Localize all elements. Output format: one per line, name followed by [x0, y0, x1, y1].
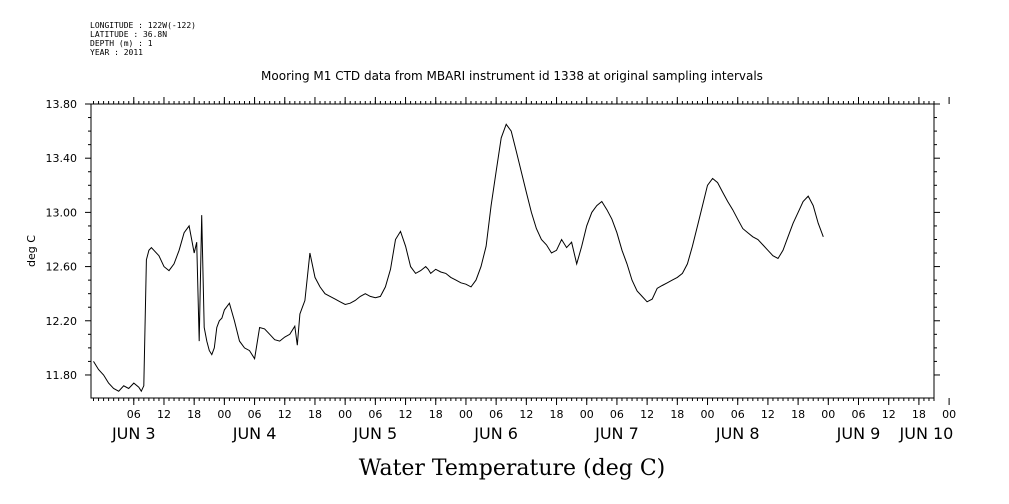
x-tick-label: 00 [338, 408, 352, 421]
x-tick-label: 18 [912, 408, 926, 421]
x-tick-label: 18 [791, 408, 805, 421]
x-tick-label: 00 [701, 408, 715, 421]
y-tick-label: 13.80 [46, 98, 78, 111]
y-axis-ticks: 11.80 12.20 12.60 13.00 13.40 13.80 [46, 98, 940, 382]
x-tick-label: 12 [399, 408, 413, 421]
x-tick-label: 18 [308, 408, 322, 421]
x-tick-label: 06 [368, 408, 382, 421]
x-tick-label: 12 [882, 408, 896, 421]
x-tick-label: 12 [278, 408, 292, 421]
chart-title: Mooring M1 CTD data from MBARI instrumen… [261, 69, 763, 83]
day-label: JUN 9 [836, 424, 881, 443]
y-tick-label: 12.20 [46, 315, 78, 328]
y-tick-label: 11.80 [46, 369, 78, 382]
x-axis-ticks: 06 12 18 00 06 12 18 00 06 12 18 00 06 12 18 00 06 12 18 00… [127, 97, 956, 421]
series-line-water-temperature [93, 123, 824, 393]
day-label: JUN 7 [594, 424, 639, 443]
year-text: YEAR : 2011 [90, 48, 143, 57]
x-tick-label: 00 [459, 408, 473, 421]
x-tick-label: 18 [429, 408, 443, 421]
x-tick-label: 12 [157, 408, 171, 421]
minor-ticks [93, 101, 935, 401]
day-label: JUN 8 [715, 424, 760, 443]
x-tick-label: 06 [489, 408, 503, 421]
y-tick-label: 13.40 [46, 152, 78, 165]
x-tick-label: 00 [580, 408, 594, 421]
x-tick-label: 12 [519, 408, 533, 421]
x-tick-label: 06 [127, 408, 141, 421]
metadata-block: LONGITUDE : 122W(-122) LATITUDE : 36.8N … [90, 21, 196, 57]
x-tick-label: 06 [852, 408, 866, 421]
x-tick-label: 00 [821, 408, 835, 421]
y-axis-label: deg C [25, 235, 38, 267]
x-tick-label: 06 [610, 408, 624, 421]
x-tick-label: 12 [640, 408, 654, 421]
x-tick-label: 06 [248, 408, 262, 421]
x-tick-label: 00 [217, 408, 231, 421]
x-tick-label: 12 [761, 408, 775, 421]
x-tick-label: 18 [670, 408, 684, 421]
x-axis-title: Water Temperature (deg C) [359, 456, 666, 481]
day-label: JUN 6 [473, 424, 518, 443]
x-tick-label: 06 [731, 408, 745, 421]
y-tick-label: 13.00 [46, 206, 78, 219]
day-label: JUN 3 [111, 424, 156, 443]
x-tick-label: 18 [550, 408, 564, 421]
x-tick-label: 18 [187, 408, 201, 421]
longitude-text: LONGITUDE : 122W(-122) [90, 21, 196, 30]
depth-text: DEPTH (m) : 1 [90, 39, 153, 48]
plot-frame [90, 103, 935, 399]
day-label: JUN 10 [899, 424, 954, 443]
x-tick-label: 00 [942, 408, 956, 421]
day-label: JUN 4 [232, 424, 277, 443]
y-tick-label: 12.60 [46, 261, 78, 274]
day-label: JUN 5 [353, 424, 398, 443]
latitude-text: LATITUDE : 36.8N [90, 30, 168, 39]
day-labels: JUN 3 JUN 4 JUN 5 JUN 6 JUN 7 JUN 8 JUN 9 JUN 1… [111, 424, 953, 443]
